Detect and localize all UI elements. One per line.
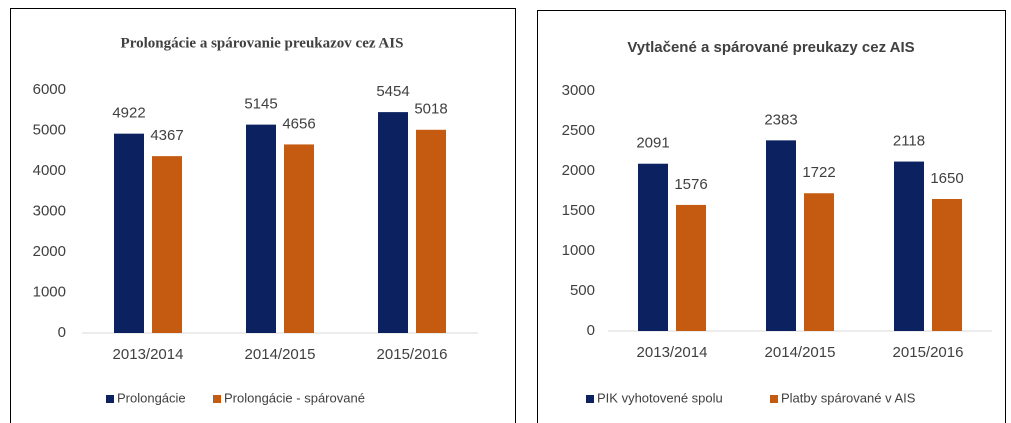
y-tick-label: 1500 xyxy=(562,202,595,219)
bar xyxy=(284,144,314,333)
data-label: 2118 xyxy=(893,133,925,150)
legend-swatch xyxy=(770,395,778,403)
y-tick-label: 1000 xyxy=(33,283,66,300)
x-tick-label: 2015/2016 xyxy=(893,344,964,361)
y-tick-label: 2000 xyxy=(33,243,66,260)
bar xyxy=(378,112,408,333)
x-tick-label: 2015/2016 xyxy=(377,346,448,363)
x-tick-label: 2013/2014 xyxy=(637,344,708,361)
y-tick-label: 0 xyxy=(58,324,66,341)
x-tick-label: 2014/2015 xyxy=(245,346,316,363)
data-label: 5018 xyxy=(414,101,447,118)
chart-title: Prolongácie a spárovanie preukazov cez A… xyxy=(121,35,404,51)
bar xyxy=(152,156,182,333)
data-label: 1576 xyxy=(674,176,707,193)
y-tick-label: 3000 xyxy=(33,202,66,219)
legend-label: PIK vyhotovené spolu xyxy=(597,390,723,405)
y-tick-label: 500 xyxy=(570,282,595,299)
bar xyxy=(766,140,796,331)
y-tick-label: 2000 xyxy=(562,162,595,179)
data-label: 4656 xyxy=(282,115,315,132)
bar xyxy=(804,193,834,331)
data-label: 2091 xyxy=(636,135,669,152)
data-label: 5454 xyxy=(376,83,409,100)
legend-swatch xyxy=(106,395,114,403)
y-tick-label: 2500 xyxy=(562,122,595,139)
data-label: 2383 xyxy=(764,111,797,128)
legend-swatch xyxy=(213,395,221,403)
data-label: 1722 xyxy=(802,164,835,181)
x-tick-label: 2014/2015 xyxy=(765,344,836,361)
bar xyxy=(114,133,144,333)
bar xyxy=(932,199,962,331)
bar xyxy=(638,163,668,331)
y-tick-label: 3000 xyxy=(562,82,595,99)
legend-label: Prolongácie - spárované xyxy=(224,390,365,405)
x-tick-label: 2013/2014 xyxy=(113,346,184,363)
y-tick-label: 4000 xyxy=(33,162,66,179)
data-label: 5145 xyxy=(244,96,277,113)
y-tick-label: 5000 xyxy=(33,121,66,138)
bar xyxy=(894,161,924,331)
bar xyxy=(676,204,706,331)
bar xyxy=(246,124,276,333)
legend-label: Prolongácie xyxy=(117,390,186,405)
y-tick-label: 1000 xyxy=(562,242,595,259)
legend-swatch xyxy=(586,395,594,403)
data-label: 4367 xyxy=(150,127,183,144)
y-tick-label: 6000 xyxy=(33,81,66,98)
data-label: 1650 xyxy=(930,170,963,187)
legend-label: Platby spárované v AIS xyxy=(781,390,916,405)
y-tick-label: 0 xyxy=(587,322,595,339)
chart-title: Vytlačené a spárované preukazy cez AIS xyxy=(627,39,914,56)
bar xyxy=(416,129,446,333)
data-label: 4922 xyxy=(112,105,145,122)
